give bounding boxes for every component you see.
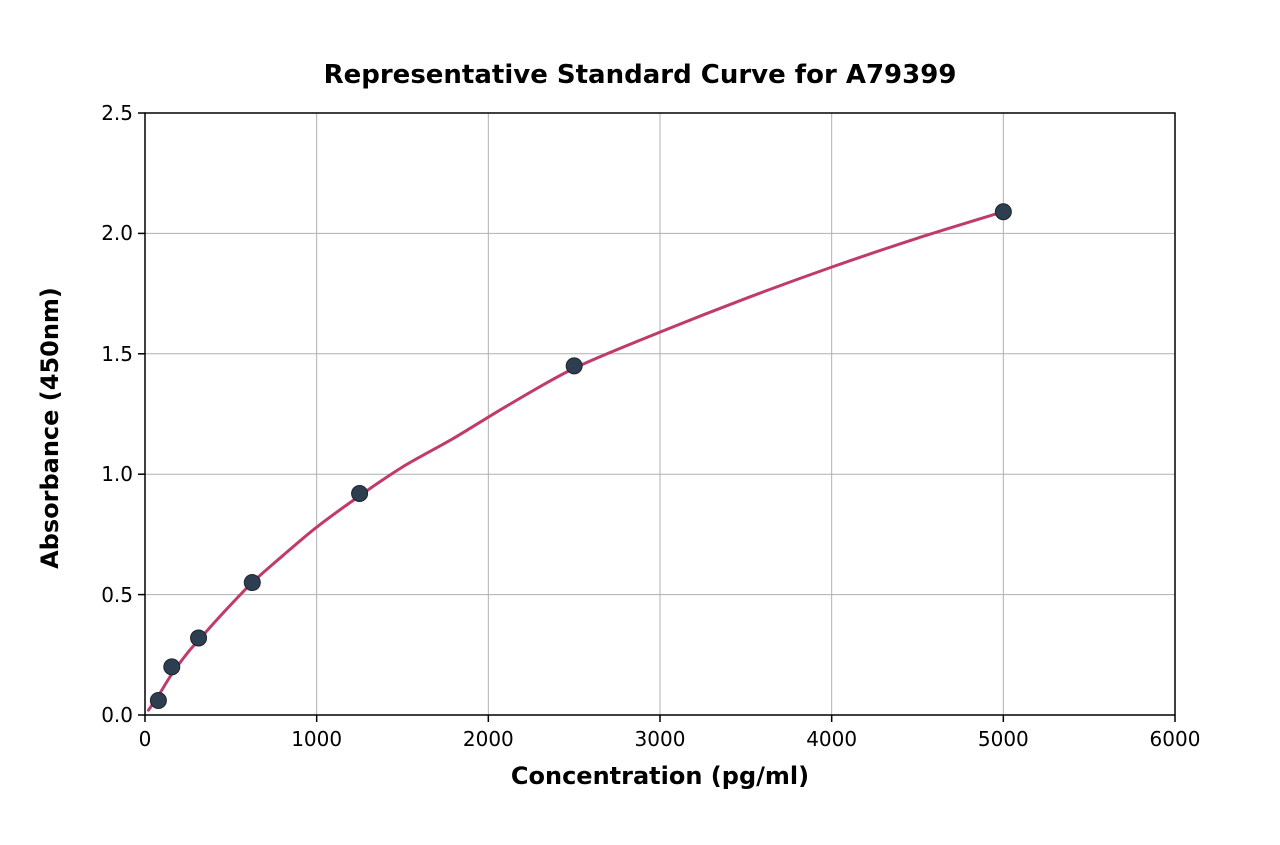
y-axis-label: Absorbance (450nm) bbox=[36, 128, 64, 728]
chart-container: Representative Standard Curve for A79399… bbox=[0, 0, 1280, 845]
x-tick-label: 2000 bbox=[448, 727, 528, 751]
data-point bbox=[191, 630, 207, 646]
x-tick-label: 4000 bbox=[792, 727, 872, 751]
y-tick-label: 0.5 bbox=[85, 583, 133, 607]
x-tick-label: 0 bbox=[105, 727, 185, 751]
data-point bbox=[352, 485, 368, 501]
x-tick-label: 3000 bbox=[620, 727, 700, 751]
fitted-curve bbox=[148, 212, 1003, 710]
y-tick-label: 1.5 bbox=[85, 342, 133, 366]
x-tick-label: 6000 bbox=[1135, 727, 1215, 751]
y-tick-label: 0.0 bbox=[85, 703, 133, 727]
x-axis-label: Concentration (pg/ml) bbox=[0, 762, 1280, 790]
x-tick-label: 5000 bbox=[963, 727, 1043, 751]
tick-marks bbox=[138, 113, 1175, 722]
x-tick-label: 1000 bbox=[277, 727, 357, 751]
y-tick-label: 1.0 bbox=[85, 462, 133, 486]
grid-lines bbox=[145, 113, 1175, 715]
y-tick-label: 2.5 bbox=[85, 101, 133, 125]
y-tick-label: 2.0 bbox=[85, 221, 133, 245]
data-point bbox=[995, 204, 1011, 220]
chart-svg bbox=[0, 0, 1280, 845]
data-point bbox=[566, 358, 582, 374]
data-point bbox=[164, 659, 180, 675]
data-point bbox=[244, 575, 260, 591]
data-point bbox=[150, 693, 166, 709]
data-points bbox=[150, 204, 1011, 709]
